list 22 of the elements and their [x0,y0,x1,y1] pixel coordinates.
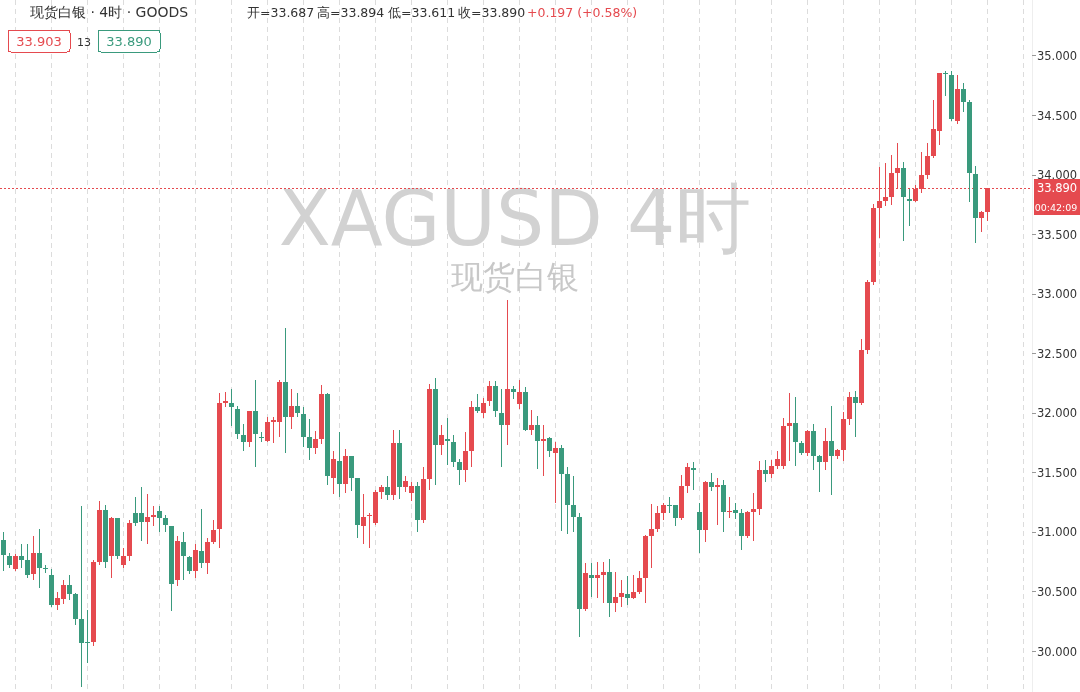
annotation: 高=33.894 [317,5,385,20]
y-tick-label: 33.500 [1036,227,1078,242]
y-tick-label: 30.000 [1036,644,1078,659]
text: 00:42:09 [1034,202,1078,214]
annotation: 33.890 [106,34,152,49]
y-tick-label: 34.000 [1036,168,1078,183]
y-tick-label: 33.000 [1036,287,1078,302]
annotation: 低=33.611 [388,5,456,20]
y-tick-label: 31.500 [1036,465,1078,480]
chart-title: 现货白银 · 4时 · GOODS [30,4,189,20]
ref-line-label: 33.890 [1036,181,1078,196]
annotation: +0.197 (+0.58%) [527,5,638,20]
annotation: 收=33.890 [458,5,526,20]
y-tick-label: 34.500 [1036,108,1078,123]
y-tick-label: 30.500 [1036,584,1078,599]
y-tick-label: 32.000 [1036,406,1078,421]
y-tick-label: 32.500 [1036,346,1078,361]
annotation: 13 [77,36,91,49]
y-tick-label: 31.000 [1036,525,1078,540]
annotation: 开=33.687 [247,5,315,20]
y-tick-label: 35.000 [1036,48,1078,63]
annotation: 33.903 [16,34,62,49]
